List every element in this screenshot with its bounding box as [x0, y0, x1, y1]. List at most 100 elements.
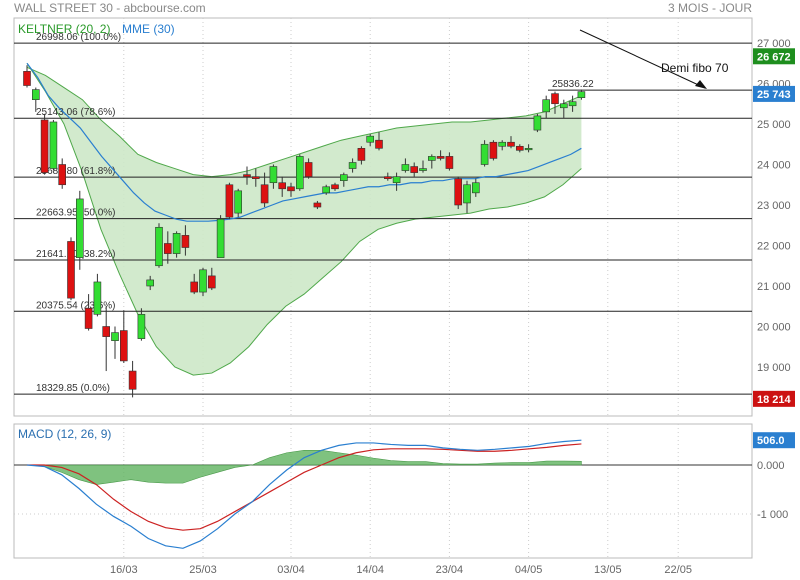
keltner-label: KELTNER (20, 2)	[18, 22, 110, 36]
candle	[331, 182, 339, 191]
price-badge-bg	[753, 48, 795, 65]
candle	[515, 144, 524, 153]
candle-body	[128, 370, 137, 390]
candle	[120, 310, 128, 363]
candle	[559, 99, 568, 118]
macd-line	[26, 439, 582, 549]
candle	[225, 182, 234, 220]
candle-body	[172, 233, 181, 254]
candle-body	[111, 332, 119, 341]
candle	[348, 158, 357, 173]
keltner-lower-line	[26, 62, 582, 376]
candle	[383, 172, 392, 181]
candle-body	[392, 176, 401, 184]
fib-level-label: 22663.95 (50.0%)	[36, 208, 116, 219]
candle	[287, 182, 295, 197]
candle	[155, 223, 163, 268]
candle	[269, 164, 278, 189]
candle	[172, 231, 181, 258]
x-tick-label: 16/03	[110, 564, 138, 576]
candle-body	[278, 182, 287, 190]
period-label[interactable]: 3 MOIS - JOUR	[667, 1, 752, 15]
annotation-text: Demi fibo 70	[661, 61, 729, 75]
candle	[436, 150, 445, 161]
candle	[401, 158, 410, 173]
candle	[295, 154, 304, 191]
x-tick-label: 25/03	[189, 564, 217, 576]
annotation-arrow-line	[579, 29, 706, 89]
candle	[234, 188, 242, 218]
price-badge: 26 672	[753, 48, 795, 65]
x-tick-label: 04/05	[515, 564, 543, 576]
macd-signal-line	[27, 443, 582, 531]
candle-body	[463, 184, 471, 204]
candle	[533, 113, 542, 133]
price-badge: 18 214	[753, 390, 795, 407]
candle	[524, 144, 533, 153]
keltner-band-fill	[27, 63, 582, 376]
candle-body	[304, 162, 313, 177]
annotation-arrowhead	[695, 80, 707, 89]
candle	[137, 308, 146, 341]
candle-body	[533, 115, 542, 131]
candle	[76, 190, 84, 270]
candle	[471, 178, 480, 197]
candle-body	[427, 156, 436, 161]
candle	[568, 95, 577, 112]
candle	[216, 215, 225, 258]
y-tick-label: 22 000	[757, 241, 791, 253]
y-tick-label: 21 000	[757, 281, 791, 293]
candle	[419, 160, 427, 173]
candle	[392, 172, 401, 191]
x-tick-label: 22/05	[664, 564, 692, 576]
candle	[146, 275, 154, 291]
candle	[40, 113, 49, 175]
candle-body	[49, 121, 58, 169]
candle	[128, 360, 137, 398]
candle	[260, 172, 269, 208]
y-tick-label: 27 000	[757, 38, 791, 50]
candle	[31, 87, 40, 112]
fib-level-label: 23686.80 (61.8%)	[36, 166, 116, 177]
x-tick-label: 03/04	[277, 564, 305, 576]
candle-body	[146, 279, 154, 287]
candle-body	[489, 141, 498, 159]
candle-body	[67, 241, 75, 299]
candle-body	[208, 275, 216, 289]
candle	[489, 140, 498, 161]
price-badge-bg	[753, 85, 795, 102]
fib-level-label: 18329.85 (0.0%)	[36, 383, 110, 394]
candle-body	[93, 281, 102, 315]
y-tick-label: 19 000	[757, 362, 791, 374]
candle-body	[243, 174, 251, 177]
macd-y-tick-label: -1 000	[757, 509, 788, 521]
candle-body	[419, 168, 427, 171]
candle	[339, 172, 348, 187]
candle	[304, 158, 313, 179]
candle	[243, 166, 251, 185]
candle	[454, 176, 463, 210]
candle	[480, 140, 489, 167]
candle	[84, 294, 93, 331]
candle-body	[331, 184, 339, 190]
candle	[313, 200, 322, 210]
candle	[190, 273, 198, 295]
candle-body	[102, 326, 110, 337]
candle	[427, 154, 436, 169]
x-tick-label: 23/04	[436, 564, 464, 576]
candle-body	[366, 135, 375, 143]
candle	[278, 176, 287, 197]
candle-body	[295, 156, 304, 190]
candle-body	[23, 71, 31, 86]
price-badge: 25 743	[753, 85, 795, 102]
candle-body	[234, 190, 242, 214]
candle-body	[339, 174, 348, 181]
candle-body	[31, 89, 40, 100]
macd-panel: MACD (12, 26, 9) 0.000 -1 000 506.0	[13, 423, 795, 559]
candle	[551, 91, 559, 114]
candle	[375, 132, 383, 151]
candle-body	[568, 101, 577, 107]
mme-label: MME (30)	[122, 22, 175, 36]
candle-body	[436, 156, 445, 159]
